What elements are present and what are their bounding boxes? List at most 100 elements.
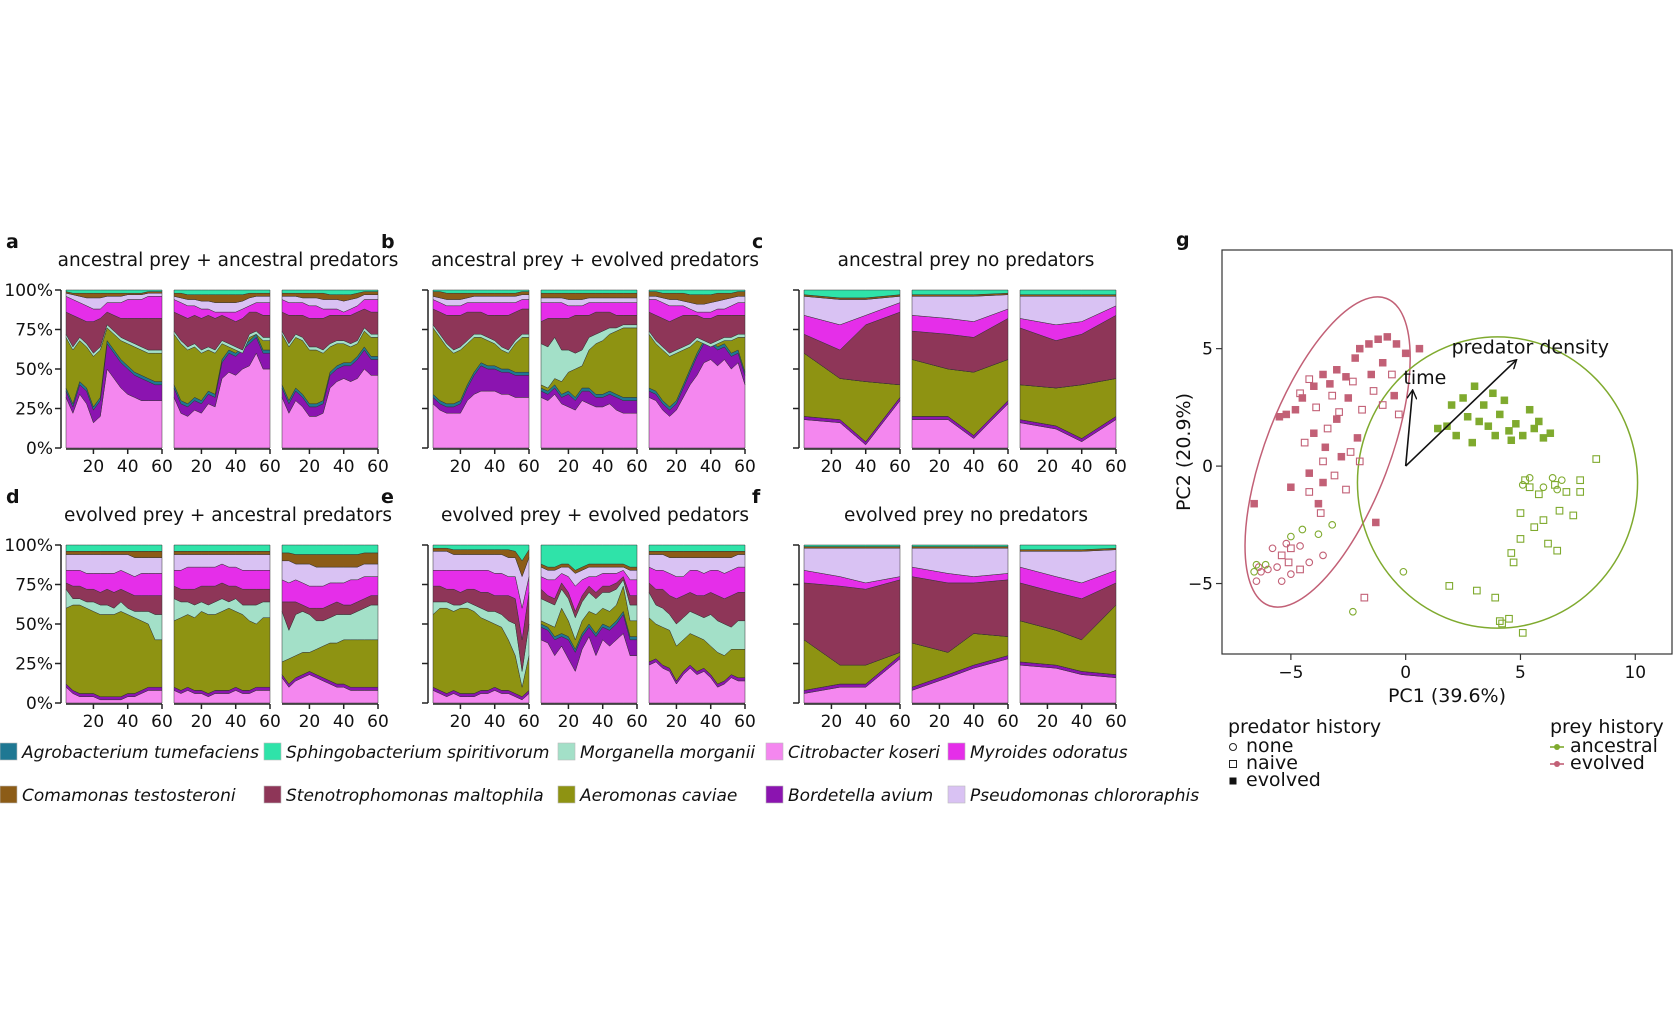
legend-label: Sphingobacterium spiritivorum <box>286 743 549 763</box>
point-ancestral-none <box>1553 485 1562 494</box>
x-tick-label: 40 <box>225 457 247 477</box>
x-tick-label: 40 <box>225 712 247 732</box>
y-tick-label: 100% <box>4 281 53 301</box>
point-ancestral-none <box>1250 567 1258 576</box>
point-evolved-evolved <box>1367 370 1375 379</box>
point-evolved-evolved <box>1305 469 1313 477</box>
x-tick-label: 60 <box>734 712 756 732</box>
ellipse-ancestral <box>1356 336 1639 629</box>
legend-label: Stenotrophomonas maltophila <box>286 786 544 806</box>
area-sphingobacterium-spiritivorum <box>173 289 271 295</box>
legend-label: Morganella morganii <box>580 743 755 763</box>
point-evolved-evolved <box>1351 354 1359 362</box>
x-tick-label: 60 <box>518 457 540 477</box>
legend-label: Myroides odoratus <box>970 743 1128 763</box>
legend-marker-naive <box>1229 760 1237 768</box>
replicate-1: 20 40 60 <box>65 544 173 732</box>
legend-label: Citrobacter koseri <box>788 743 940 763</box>
replicate-3: 20 40 60 <box>281 289 389 477</box>
legend-swatch <box>0 742 18 761</box>
area-sphingobacterium-spiritivorum <box>1019 289 1117 295</box>
x-tick-label: 40 <box>855 712 877 732</box>
point-ancestral-evolved <box>1470 382 1479 390</box>
x-tick-label: 20 <box>1037 712 1059 732</box>
y-tick-label: 0% <box>26 694 53 714</box>
point-ancestral-naive <box>1521 476 1529 485</box>
area-sphingobacterium-spiritivorum <box>911 289 1009 295</box>
x-tick-label: 40 <box>963 712 985 732</box>
x-tick-label: 5 <box>1515 663 1526 683</box>
point-evolved-evolved <box>1275 413 1284 421</box>
point-evolved-naive <box>1346 448 1355 456</box>
x-tick-label: 60 <box>151 712 173 732</box>
replicate-3: 20 40 60 <box>1019 289 1127 477</box>
point-evolved-evolved <box>1326 380 1334 388</box>
legend-swatch <box>0 785 18 804</box>
point-evolved-naive <box>1369 387 1378 395</box>
point-ancestral-evolved <box>1530 424 1538 433</box>
y-tick-label: 50% <box>15 360 53 380</box>
panel-title: evolved prey + evolved pedators <box>441 505 749 526</box>
point-ancestral-naive <box>1525 483 1534 492</box>
point-evolved-evolved <box>1250 499 1258 508</box>
legend-item-comamonas-testosteroni: Comamonas testosteroni <box>0 785 236 806</box>
x-tick-label: 60 <box>259 712 281 732</box>
point-ancestral-naive <box>1539 516 1548 524</box>
point-evolved-evolved <box>1378 358 1387 367</box>
prey-history-item: ancestral <box>1570 735 1658 757</box>
x-tick-label: 40 <box>592 712 614 732</box>
area-sphingobacterium-spiritivorum <box>648 544 746 552</box>
legend-item-agrobacterium-tumefaciens: Agrobacterium tumefaciens <box>0 742 259 763</box>
point-evolved-evolved <box>1392 340 1401 348</box>
panel-title: ancestral prey no predators <box>838 250 1095 271</box>
area-sphingobacterium-spiritivorum <box>540 289 638 294</box>
point-ancestral-naive <box>1507 549 1516 557</box>
x-tick-label: 60 <box>1105 712 1127 732</box>
x-tick-label: 20 <box>191 457 213 477</box>
area-sphingobacterium-spiritivorum <box>540 544 638 571</box>
species-legend: Agrobacterium tumefaciens Sphingobacteriu… <box>0 742 1199 806</box>
y-tick-label: 75% <box>15 321 53 341</box>
point-evolved-naive <box>1328 391 1337 400</box>
replicate-1: 20 40 60 <box>432 544 540 732</box>
legend-label: Aeromonas caviae <box>579 786 737 806</box>
replicate-1: 20 40 60 <box>803 544 911 732</box>
point-evolved-naive <box>1394 410 1403 419</box>
point-evolved-naive <box>1296 565 1304 574</box>
x-tick-label: 0 <box>1400 663 1411 683</box>
y-tick-label: 25% <box>15 655 53 675</box>
vector-time <box>1404 391 1413 467</box>
panel-letter: f <box>752 486 761 508</box>
area-sphingobacterium-spiritivorum <box>803 544 901 547</box>
x-tick-label: 60 <box>997 457 1019 477</box>
point-ancestral-evolved <box>1519 431 1527 440</box>
y-tick-label: 75% <box>15 576 53 596</box>
point-ancestral-naive <box>1551 481 1559 489</box>
x-tick-label: 60 <box>997 712 1019 732</box>
x-tick-label: 40 <box>117 457 139 477</box>
replicate-2: 20 40 60 <box>911 544 1019 732</box>
x-tick-label: 40 <box>117 712 139 732</box>
legend-item-pseudomonas-chlororaphis: Pseudomonas chlororaphis <box>947 785 1199 806</box>
point-ancestral-none <box>1328 520 1337 529</box>
point-evolved-none <box>1305 558 1314 567</box>
point-evolved-evolved <box>1298 394 1307 402</box>
point-evolved-naive <box>1358 405 1366 414</box>
point-ancestral-none <box>1518 481 1527 489</box>
legend-swatch <box>947 785 966 804</box>
y-tick-label: 5 <box>1202 340 1213 360</box>
point-evolved-evolved <box>1353 434 1362 442</box>
replicate-2: 20 40 60 <box>173 289 281 477</box>
point-ancestral-naive <box>1495 617 1504 625</box>
replicate-3: 20 40 60 <box>1019 544 1127 732</box>
area-sphingobacterium-spiritivorum <box>648 289 746 295</box>
x-tick-label: 20 <box>821 712 843 732</box>
point-evolved-none <box>1273 563 1281 571</box>
point-evolved-naive <box>1305 488 1314 496</box>
legend-label: Pseudomonas chlororaphis <box>970 786 1199 806</box>
point-ancestral-naive <box>1518 629 1527 637</box>
point-evolved-evolved <box>1282 410 1291 419</box>
x-tick-label: 20 <box>666 712 688 732</box>
point-evolved-evolved <box>1365 340 1373 348</box>
